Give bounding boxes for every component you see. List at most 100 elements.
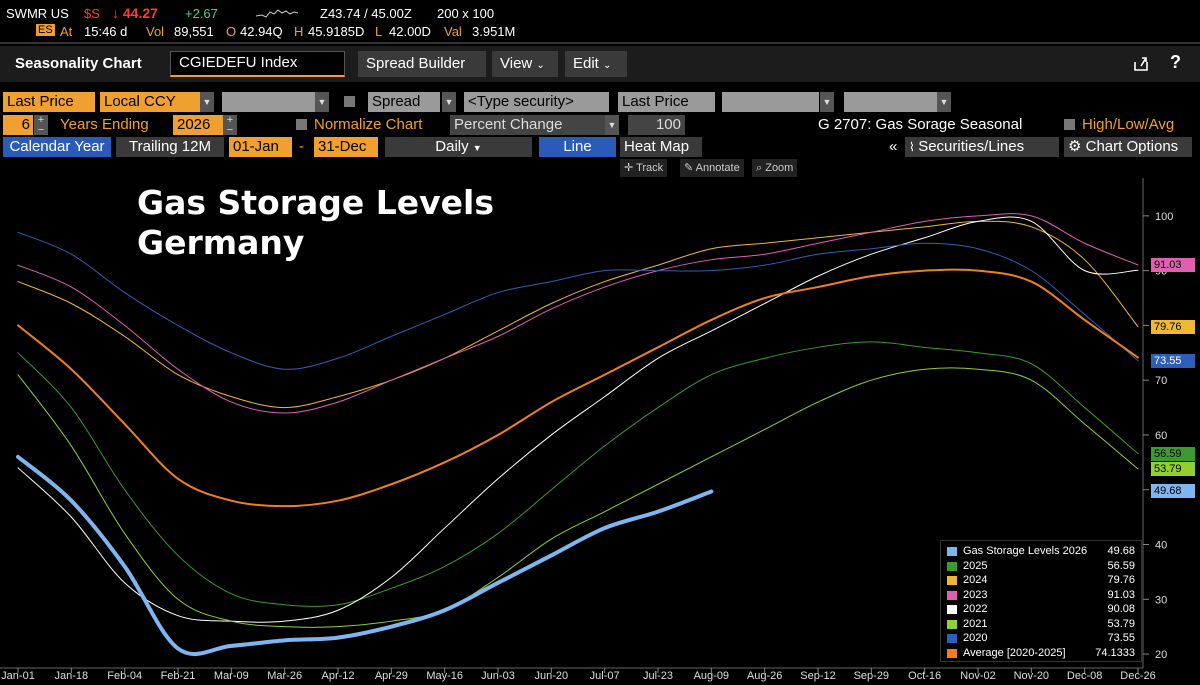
legend-name: Average [2020-2025] — [963, 646, 1066, 659]
blank-dropdown-icon-1[interactable]: ▼ — [315, 92, 329, 112]
right-label-y2020: 73.55 — [1151, 353, 1195, 368]
x-tick-label: Feb-21 — [161, 670, 196, 682]
legend-name: 2024 — [963, 574, 988, 586]
blank-dropdown-icon-2[interactable]: ▼ — [820, 92, 834, 112]
zoom-button[interactable]: ⌕ Zoom — [752, 159, 798, 177]
series-line-y2026[interactable] — [16, 454, 714, 656]
frequency-label: Daily — [435, 138, 469, 155]
legend-name: Gas Storage Levels 2026 — [963, 545, 1088, 557]
line-tab[interactable]: Line — [539, 137, 616, 157]
blank-dropdown-icon-3[interactable]: ▼ — [937, 92, 951, 112]
line-chart-icon: ⌇ — [909, 140, 919, 154]
chart-title-line-1: Gas Storage Levels — [137, 183, 494, 222]
legend-swatch — [947, 561, 957, 571]
ticker-es-icon[interactable]: ES — [36, 24, 55, 36]
seasonality-chart[interactable]: Jan-01 Jan-18 Feb-04 Feb-21 Mar-09 Mar-26 Apr-… — [0, 178, 1200, 685]
ticker-flag: $S — [84, 6, 100, 21]
security-input[interactable]: CGIEDEFU Index — [170, 51, 345, 77]
legend-item[interactable]: Average [2020-2025] 74.1333 — [947, 646, 1139, 661]
blank-select-2[interactable] — [722, 92, 819, 112]
price-field-2-select[interactable]: Last Price — [618, 92, 715, 112]
y-tick-label: 100 — [1155, 211, 1173, 223]
highlowavg-checkbox[interactable] — [1064, 119, 1075, 130]
normalize-checkbox[interactable] — [296, 119, 307, 130]
ticker-price: ↓ 44.27 — [112, 5, 158, 21]
heatmap-tab[interactable]: Heat Map — [620, 137, 702, 157]
track-label: Track — [636, 162, 664, 174]
series-line-y2025[interactable] — [17, 341, 1139, 607]
legend-name: 2021 — [963, 617, 988, 630]
export-icon[interactable] — [1131, 54, 1151, 74]
type-security-input[interactable]: <Type security> — [464, 92, 609, 112]
page-title: Seasonality Chart — [15, 55, 142, 72]
end-year-input[interactable]: 2026 — [173, 115, 223, 135]
end-date-input[interactable]: 31-Dec — [314, 137, 378, 157]
chevron-down-icon: ⌄ — [603, 60, 612, 71]
legend-item[interactable]: 2023 91.03 — [947, 588, 1139, 603]
legend-item[interactable]: 2022 90.08 — [947, 602, 1139, 617]
controls-row-2: 6 + − Years Ending 2026 + − Normalize Char… — [0, 114, 1200, 136]
legend-item[interactable]: 2024 79.76 — [947, 573, 1139, 588]
legend-item[interactable]: 2025 56.59 — [947, 559, 1139, 574]
ticker-size: 200 x 100 — [437, 6, 495, 21]
currency-dropdown-icon[interactable]: ▼ — [200, 92, 214, 112]
blank-select-1[interactable] — [222, 92, 315, 112]
ticker-strip: SWMR US $S ↓ 44.27 +2.67 Z43.74 / 45.00Z… — [0, 0, 1200, 44]
legend-swatch — [947, 619, 957, 629]
frequency-select[interactable]: Daily ▼ — [385, 137, 532, 157]
controls-row-1: Last Price Local CCY ▼ ▼ Spread ▼ <Type … — [0, 91, 1200, 113]
chart-options-button[interactable]: ⚙ Chart Options — [1064, 137, 1192, 157]
help-icon[interactable]: ? — [1170, 52, 1181, 72]
years-stepper[interactable]: + − — [34, 115, 48, 136]
x-tick-label: Dec-26 — [1120, 670, 1155, 682]
legend-name: 2022 — [963, 603, 988, 615]
ticker-symbol[interactable]: SWMR US — [6, 6, 69, 21]
legend-swatch — [947, 590, 957, 600]
legend-item[interactable]: Gas Storage Levels 2026 49.68 — [947, 544, 1139, 559]
ticker-low-label: L — [375, 24, 383, 39]
x-tick-label: May-16 — [426, 670, 463, 682]
spread-builder-button[interactable]: Spread Builder — [358, 51, 486, 77]
edit-menu-button[interactable]: Edit ⌄ — [565, 51, 627, 77]
securities-lines-label: Securities/Lines — [918, 138, 1025, 155]
spread-select[interactable]: Spread — [368, 92, 440, 112]
ticker-val: 3.951M — [472, 24, 516, 39]
spread-checkbox[interactable] — [344, 96, 355, 107]
price-field-select[interactable]: Last Price — [3, 92, 95, 112]
legend-value: 74.1333 — [1095, 646, 1135, 659]
legend-item[interactable]: 2021 53.79 — [947, 617, 1139, 632]
track-button[interactable]: ✛ Track — [620, 159, 668, 177]
normalize-value-input[interactable]: 100 — [628, 115, 685, 135]
view-menu-button[interactable]: View ⌄ — [492, 51, 558, 77]
spread-dropdown-icon[interactable]: ▼ — [442, 92, 456, 112]
series-line-y2023[interactable] — [17, 213, 1139, 414]
collapse-button[interactable]: « — [889, 138, 898, 155]
normalize-mode-select[interactable]: Percent Change — [450, 115, 605, 135]
series-line-y2021[interactable] — [17, 367, 1139, 628]
series-line-average[interactable] — [17, 268, 1139, 508]
x-tick-label: Feb-04 — [107, 670, 142, 682]
calendar-year-tab[interactable]: Calendar Year — [3, 137, 111, 157]
x-tick-label: Sep-12 — [800, 670, 835, 682]
x-tick-label: Jan-01 — [1, 670, 35, 682]
trailing-12m-tab[interactable]: Trailing 12M — [116, 137, 224, 157]
y-tick-label: 20 — [1155, 649, 1167, 661]
start-date-input[interactable]: 01-Jan — [229, 137, 292, 157]
ticker-vol-label: Vol — [146, 24, 165, 39]
ticker-vol: 89,551 — [174, 24, 214, 39]
legend-swatch — [947, 648, 957, 658]
normalize-dropdown-icon[interactable]: ▼ — [605, 115, 619, 135]
blank-select-3[interactable] — [844, 92, 937, 112]
legend-value: 53.79 — [1107, 617, 1135, 630]
end-year-stepper[interactable]: + − — [223, 115, 237, 136]
years-input[interactable]: 6 — [3, 115, 33, 135]
series-line-y2022[interactable] — [17, 216, 1139, 623]
zoom-label: Zoom — [765, 162, 794, 174]
highlowavg-label: High/Low/Avg — [1082, 116, 1175, 133]
securities-lines-button[interactable]: ⌇ Securities/Lines — [905, 137, 1059, 157]
ticker-low: 42.00D — [389, 24, 431, 39]
currency-select[interactable]: Local CCY — [100, 92, 200, 112]
legend-item[interactable]: 2020 73.55 — [947, 631, 1139, 646]
series-line-y2020[interactable] — [17, 231, 1139, 370]
annotate-button[interactable]: ✎ Annotate — [680, 159, 744, 177]
